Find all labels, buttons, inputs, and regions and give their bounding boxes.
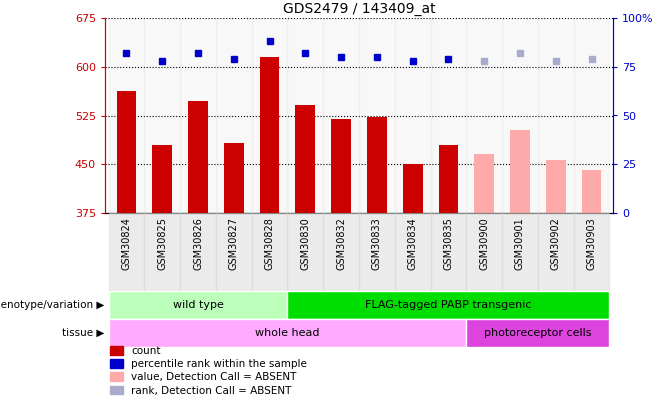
Bar (574, 213, 609, 291)
Bar (323, 18, 359, 213)
Bar (323, 213, 359, 291)
Bar (574, 18, 609, 213)
Bar (180, 18, 216, 213)
Bar (367, 117, 387, 213)
Legend: count, percentile rank within the sample, value, Detection Call = ABSENT, rank, : count, percentile rank within the sample… (110, 346, 307, 396)
Bar (502, 213, 538, 291)
Bar (288, 213, 323, 291)
Bar (188, 100, 208, 213)
Bar (467, 213, 502, 291)
Bar (538, 18, 574, 213)
Bar (144, 213, 180, 291)
Bar (180, 213, 216, 291)
Bar (430, 18, 467, 213)
Text: GSM30830: GSM30830 (300, 217, 311, 270)
Text: GSM30903: GSM30903 (586, 217, 597, 270)
Text: GSM30828: GSM30828 (265, 217, 274, 270)
Bar (510, 130, 530, 213)
Bar (144, 18, 180, 213)
Text: FLAG-tagged PABP transgenic: FLAG-tagged PABP transgenic (365, 300, 532, 310)
Bar (403, 164, 422, 213)
Bar (439, 145, 458, 213)
Bar (474, 154, 494, 213)
Bar (109, 213, 144, 291)
Text: GSM30834: GSM30834 (408, 217, 418, 270)
Text: GSM30832: GSM30832 (336, 217, 346, 270)
Bar (467, 319, 609, 347)
Bar (109, 319, 467, 347)
Text: GSM30833: GSM30833 (372, 217, 382, 270)
Bar (395, 18, 430, 213)
Bar (116, 92, 136, 213)
Text: wild type: wild type (172, 300, 224, 310)
Text: genotype/variation ▶: genotype/variation ▶ (0, 300, 104, 310)
Text: photoreceptor cells: photoreceptor cells (484, 328, 592, 338)
Bar (582, 170, 601, 213)
Bar (109, 18, 144, 213)
Text: GSM30827: GSM30827 (229, 217, 239, 270)
Text: whole head: whole head (255, 328, 320, 338)
Bar (467, 18, 502, 213)
Title: GDS2479 / 143409_at: GDS2479 / 143409_at (283, 2, 436, 15)
Bar (502, 18, 538, 213)
Text: tissue ▶: tissue ▶ (62, 328, 104, 338)
Text: GSM30825: GSM30825 (157, 217, 167, 270)
Bar (359, 18, 395, 213)
Bar (153, 145, 172, 213)
Bar (288, 18, 323, 213)
Bar (295, 105, 315, 213)
Bar (216, 213, 251, 291)
Bar (224, 143, 243, 213)
Bar (109, 291, 288, 319)
Bar (546, 160, 566, 213)
Bar (216, 18, 251, 213)
Text: GSM30826: GSM30826 (193, 217, 203, 270)
Bar (251, 213, 288, 291)
Text: GSM30900: GSM30900 (479, 217, 489, 270)
Bar (430, 213, 467, 291)
Text: GSM30824: GSM30824 (122, 217, 132, 270)
Text: GSM30901: GSM30901 (515, 217, 525, 270)
Text: GSM30902: GSM30902 (551, 217, 561, 270)
Bar (288, 291, 609, 319)
Bar (538, 213, 574, 291)
Text: GSM30835: GSM30835 (443, 217, 453, 270)
Bar (395, 213, 430, 291)
Bar (331, 119, 351, 213)
Bar (251, 18, 288, 213)
Bar (359, 213, 395, 291)
Bar (260, 57, 280, 213)
